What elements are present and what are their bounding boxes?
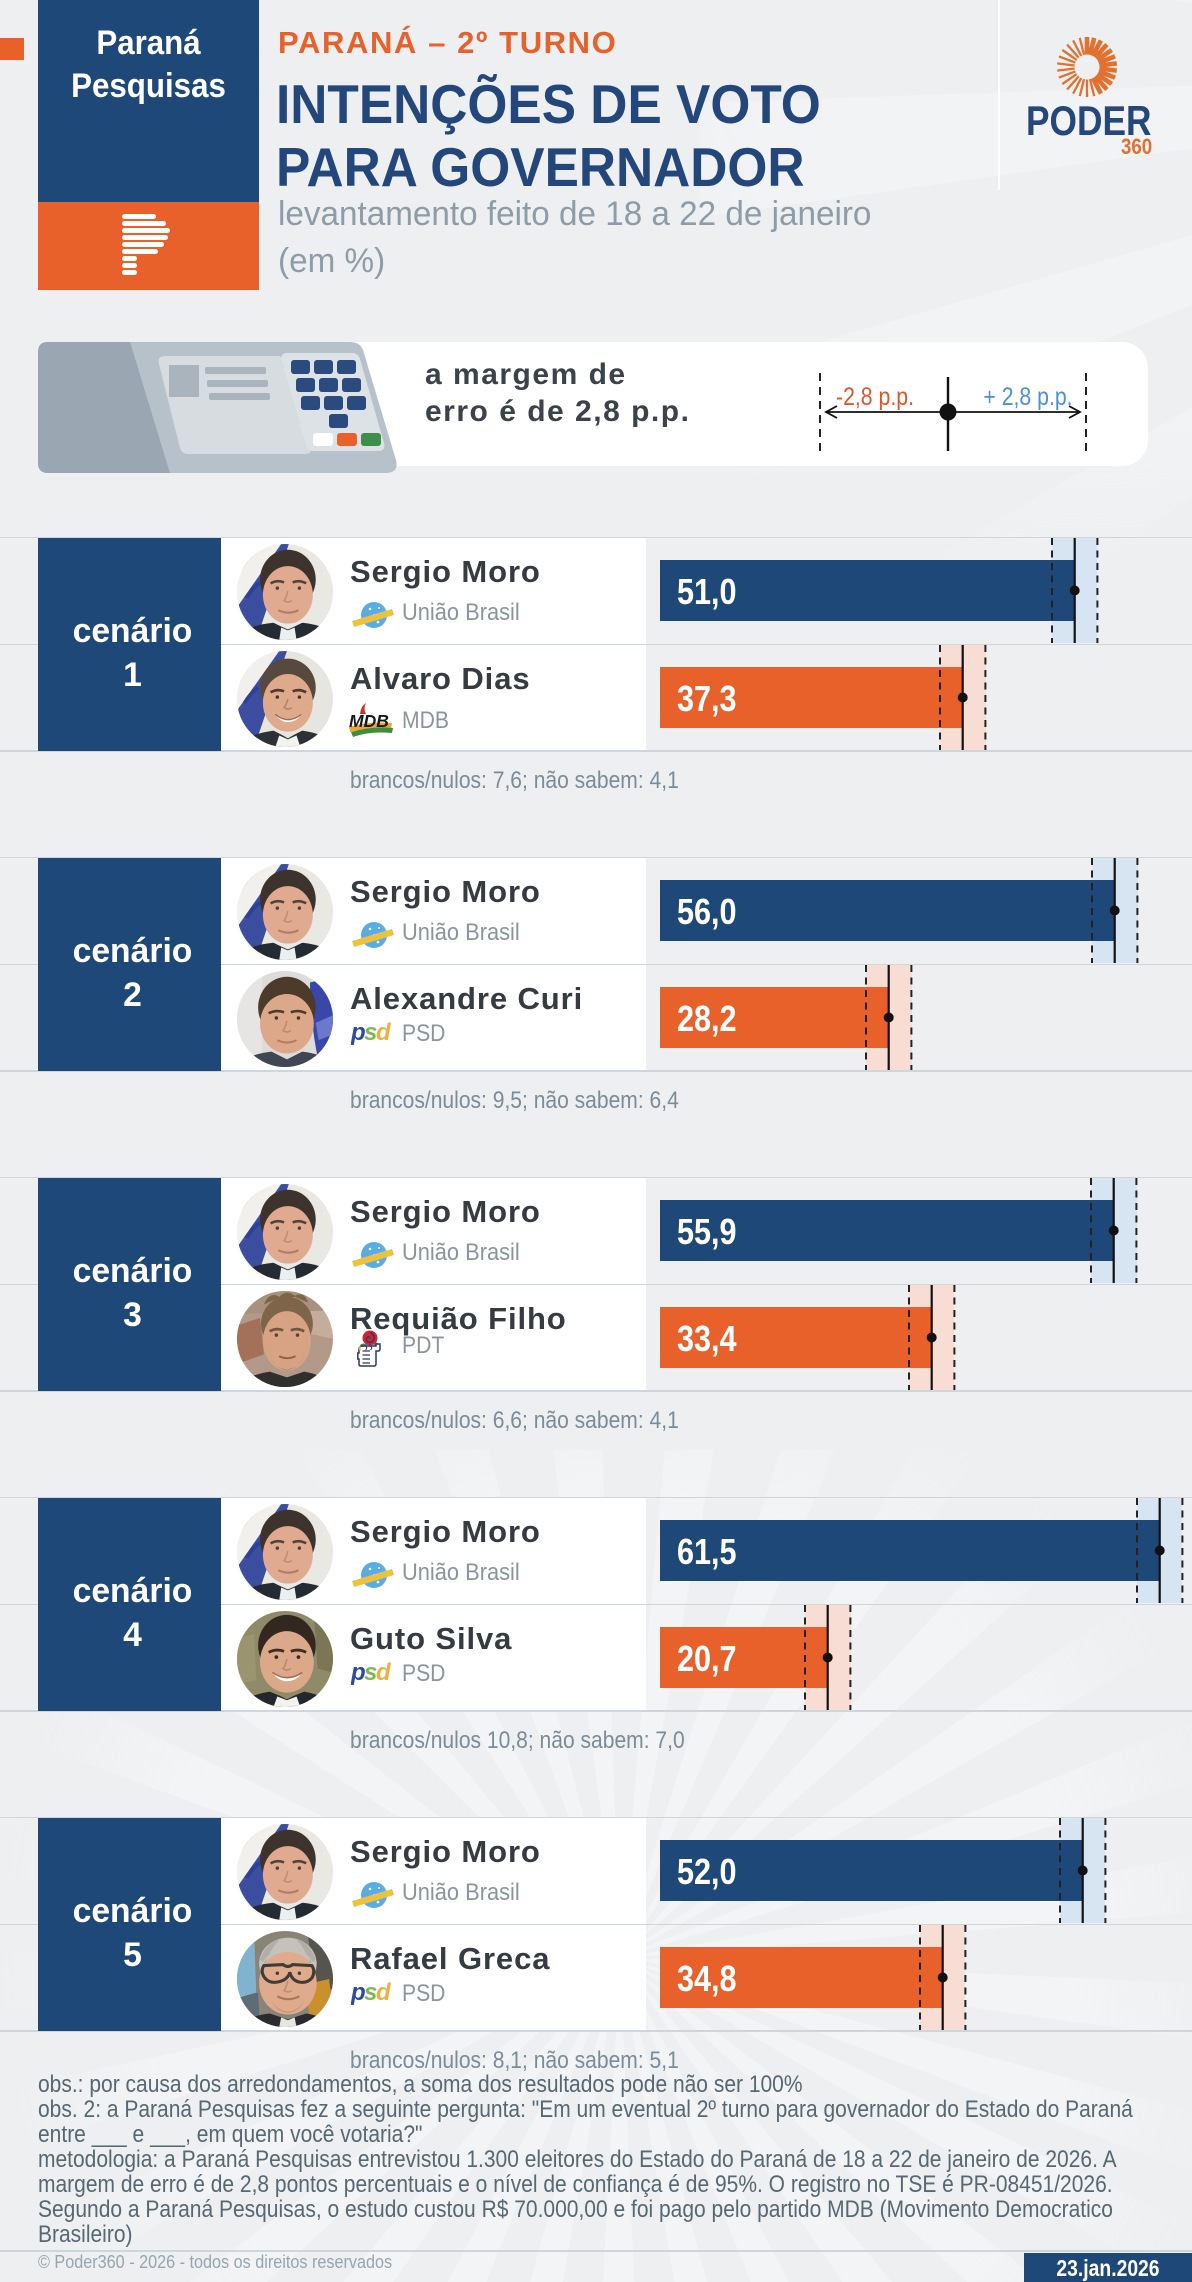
svg-text:p: p xyxy=(351,1019,366,1046)
svg-text:p: p xyxy=(351,1979,366,2006)
svg-text:s: s xyxy=(364,1019,377,1046)
svg-text:d: d xyxy=(376,1659,392,1686)
svg-text:MDB: MDB xyxy=(349,711,389,731)
svg-text:d: d xyxy=(376,1019,392,1046)
svg-text:s: s xyxy=(364,1979,377,2006)
svg-text:d: d xyxy=(376,1979,392,2006)
svg-text:p: p xyxy=(351,1659,366,1686)
svg-text:s: s xyxy=(364,1659,377,1686)
